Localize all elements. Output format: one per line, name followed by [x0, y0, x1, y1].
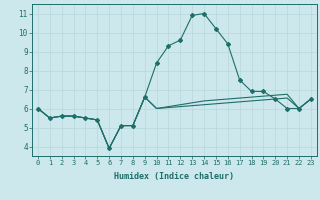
X-axis label: Humidex (Indice chaleur): Humidex (Indice chaleur)	[115, 172, 234, 181]
